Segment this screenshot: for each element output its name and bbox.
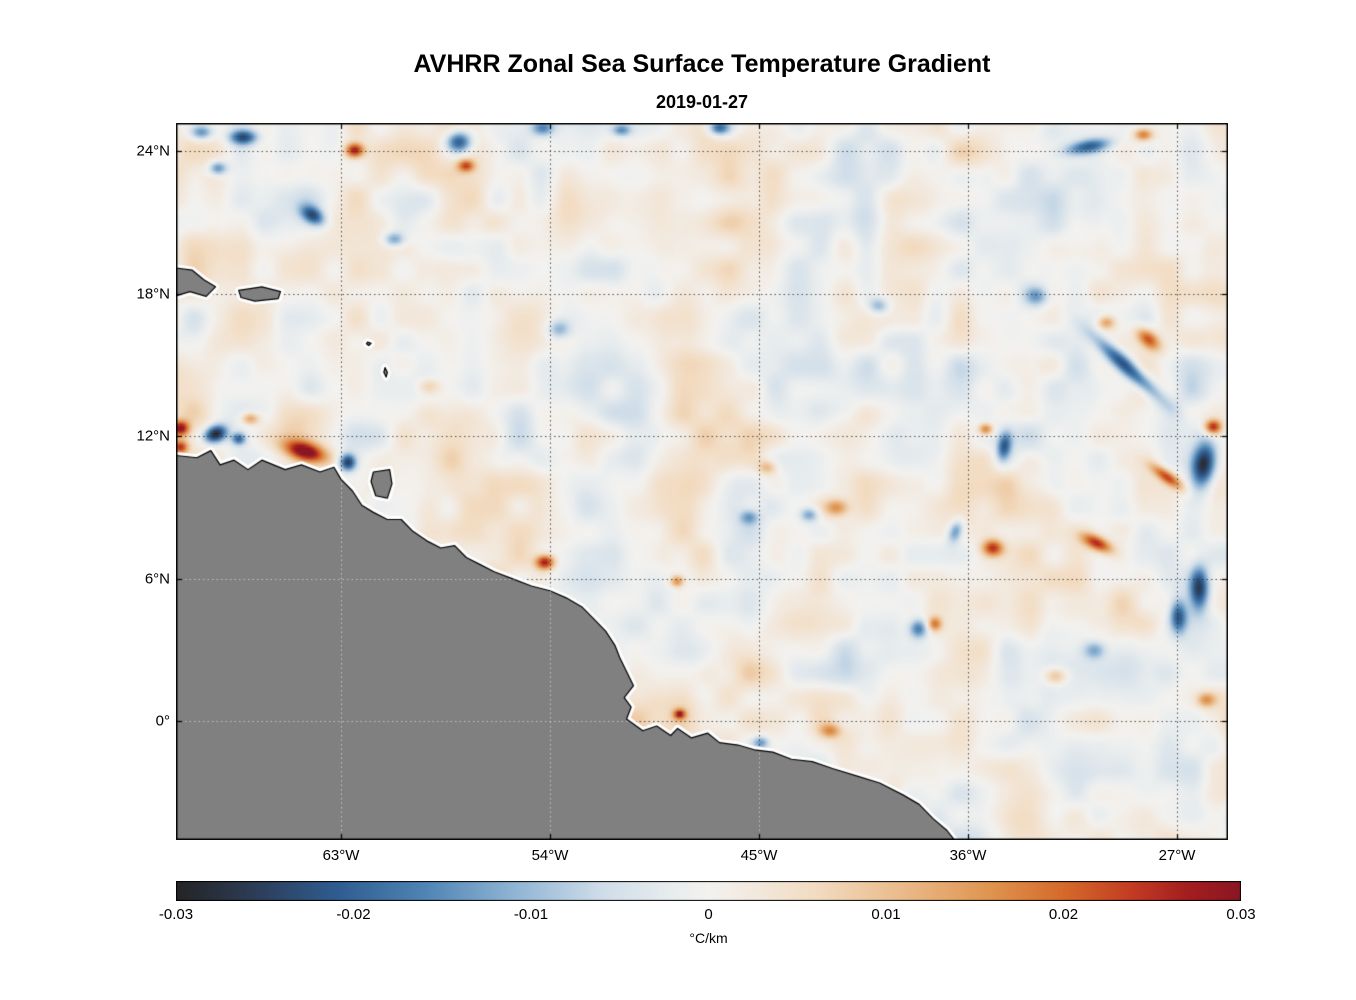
map-plot-canvas <box>176 123 1228 840</box>
colorbar-tick-5: 0.02 <box>1048 906 1079 923</box>
colorbar-tick-4: 0.01 <box>871 906 901 923</box>
x-tick-label-36w: 36°W <box>949 847 987 864</box>
colorbar-tick-3: 0 <box>704 906 713 923</box>
x-tick-label-63w: 63°W <box>322 847 360 864</box>
y-tick-label-12n: 12°N <box>136 427 170 445</box>
y-tick-label-6n: 6°N <box>144 570 170 588</box>
colorbar-tick-6: 0.03 <box>1226 906 1256 923</box>
colorbar-tick-1: -0.02 <box>336 906 371 923</box>
colorbar-canvas <box>176 881 1241 901</box>
figure-subtitle: 2019-01-27 <box>655 92 749 112</box>
colorbar-tick-0: -0.03 <box>158 906 194 923</box>
y-tick-label-24n: 24°N <box>136 142 170 160</box>
colorbar-unit-label: °C/km <box>689 930 728 946</box>
figure-title: AVHRR Zonal Sea Surface Temperature Grad… <box>413 50 991 78</box>
colorbar-tick-2: -0.01 <box>513 906 549 923</box>
x-tick-label-45w: 45°W <box>740 847 778 864</box>
x-tick-label-54w: 54°W <box>531 847 569 864</box>
y-tick-label-0: 0° <box>155 712 170 730</box>
y-tick-label-18n: 18°N <box>136 285 170 303</box>
x-tick-label-27w: 27°W <box>1158 847 1196 864</box>
